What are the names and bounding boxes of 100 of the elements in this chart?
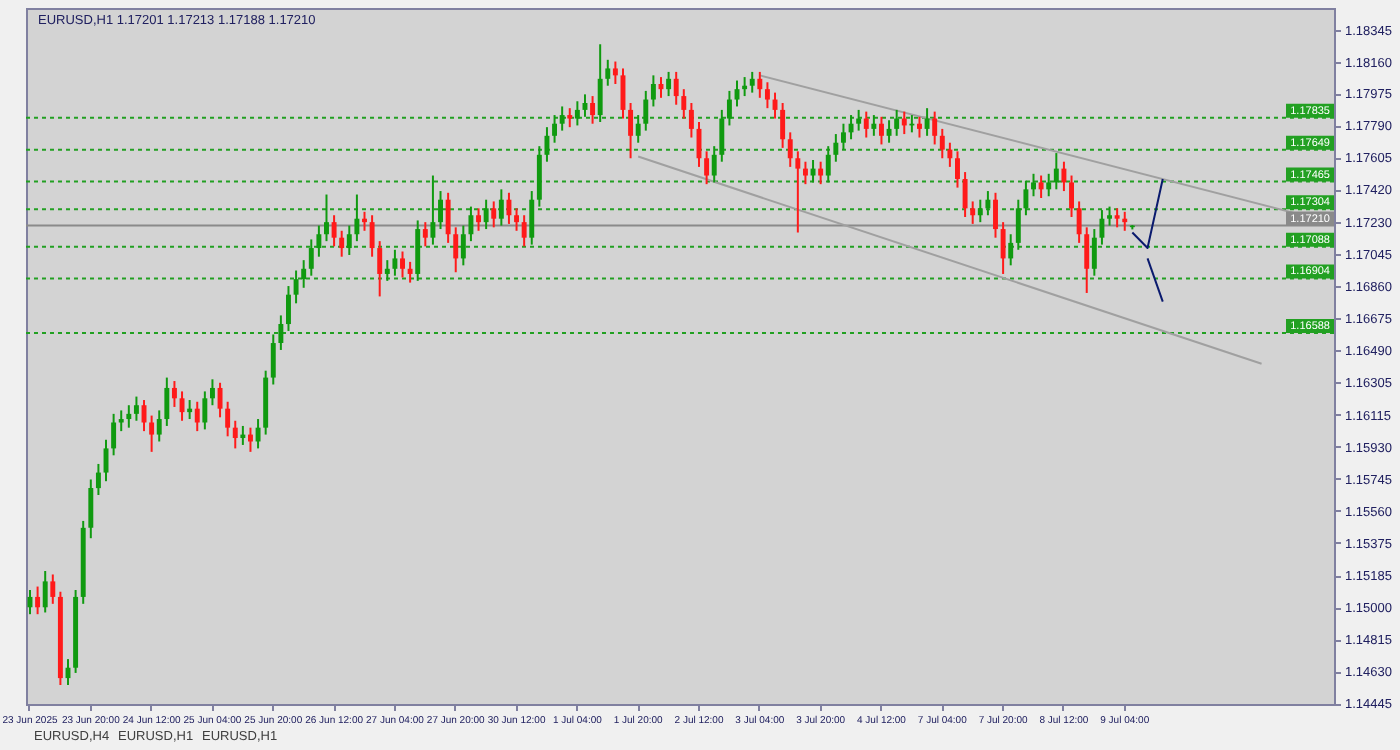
- candlestick: [780, 101, 786, 149]
- candlestick: [612, 60, 618, 85]
- candlestick: [50, 573, 56, 605]
- candlestick: [232, 419, 238, 450]
- candlestick: [324, 193, 329, 243]
- candlestick: [977, 198, 983, 224]
- candlestick: [339, 229, 345, 258]
- candlestick: [552, 114, 558, 144]
- candlestick: [863, 110, 869, 139]
- candlestick: [453, 226, 459, 274]
- candlestick: [126, 404, 132, 429]
- candlestick: [894, 108, 900, 137]
- candlestick: [209, 378, 215, 407]
- candlestick: [757, 70, 763, 99]
- candlestick: [95, 462, 101, 497]
- candlestick: [802, 160, 808, 186]
- candlestick: [628, 101, 634, 160]
- candlestick: [1046, 172, 1052, 198]
- candlestick: [498, 188, 504, 227]
- candlestick: [1015, 198, 1021, 251]
- candlestick: [156, 409, 162, 443]
- candlestick: [567, 107, 573, 129]
- candlestick: [491, 200, 497, 229]
- candlestick: [536, 145, 542, 208]
- candlestick: [810, 158, 816, 184]
- candlestick: [286, 285, 291, 332]
- candlestick: [574, 100, 580, 127]
- candlestick: [970, 200, 976, 225]
- candlestick: [308, 238, 314, 277]
- candlestick: [726, 89, 732, 127]
- candlestick: [392, 248, 398, 277]
- candlestick: [1031, 172, 1036, 198]
- candlestick: [476, 207, 482, 232]
- candlestick: [1099, 209, 1105, 246]
- candlestick: [825, 145, 831, 184]
- candlestick: [688, 101, 694, 139]
- candlestick: [871, 114, 877, 137]
- candlestick: [1084, 226, 1090, 294]
- candlestick: [400, 250, 405, 279]
- candlestick: [506, 191, 512, 225]
- candlestick: [650, 74, 656, 108]
- candlestick: [590, 95, 596, 125]
- candlestick: [1008, 233, 1014, 267]
- candlestick: [149, 414, 155, 453]
- candlestick: [194, 400, 200, 433]
- candlestick: [88, 478, 94, 540]
- candlestick: [1038, 174, 1044, 199]
- candlestick: [1061, 160, 1067, 193]
- candlestick: [719, 108, 725, 163]
- candlestick: [225, 400, 231, 438]
- candlestick: [369, 214, 375, 258]
- candlestick: [666, 70, 672, 98]
- candlestick: [460, 224, 466, 267]
- candlestick: [772, 91, 778, 120]
- candlestick: [993, 191, 998, 239]
- candlestick: [42, 570, 48, 614]
- candlestick: [445, 191, 451, 244]
- candlestick: [331, 214, 337, 248]
- candlestick: [278, 314, 284, 351]
- candlestick: [704, 150, 710, 186]
- candlestick: [270, 333, 276, 386]
- candlestick: [939, 127, 945, 160]
- candlestick: [164, 376, 170, 427]
- candlestick: [1053, 152, 1059, 191]
- candlestick: [749, 70, 755, 94]
- candlestick: [559, 105, 565, 132]
- candlestick: [377, 240, 383, 298]
- candlestick: [529, 190, 535, 246]
- candlestick: [438, 190, 443, 231]
- candlestick: [947, 141, 953, 168]
- candlestick: [1023, 179, 1029, 217]
- candlestick: [932, 110, 938, 146]
- candlestick: [848, 114, 854, 141]
- candlestick: [840, 122, 846, 151]
- candlestick: [711, 145, 717, 184]
- candlestick: [681, 88, 687, 120]
- candlestick: [35, 585, 41, 616]
- candlestick: [643, 89, 649, 132]
- candlestick: [255, 418, 261, 450]
- candlestick: [384, 259, 390, 282]
- candlestick: [415, 219, 421, 282]
- candlestick: [202, 390, 208, 431]
- candlestick: [422, 221, 428, 248]
- candlestick: [856, 108, 862, 132]
- candlestick: [483, 198, 489, 231]
- candlestick: [582, 93, 588, 118]
- candlestick: [544, 126, 550, 163]
- candlestick: [111, 412, 117, 457]
- candlestick: [597, 43, 603, 123]
- candlestick: [673, 70, 679, 106]
- candlestick: [1091, 228, 1097, 277]
- candlestick: [354, 193, 360, 243]
- candlestick: [605, 58, 611, 87]
- candlestick: [787, 131, 793, 168]
- candlestick: [924, 107, 930, 137]
- candlestick: [1114, 207, 1120, 229]
- candlestick: [133, 395, 139, 422]
- candlestick: [521, 214, 527, 248]
- candlestick: [764, 81, 770, 110]
- candlestick: [955, 150, 960, 189]
